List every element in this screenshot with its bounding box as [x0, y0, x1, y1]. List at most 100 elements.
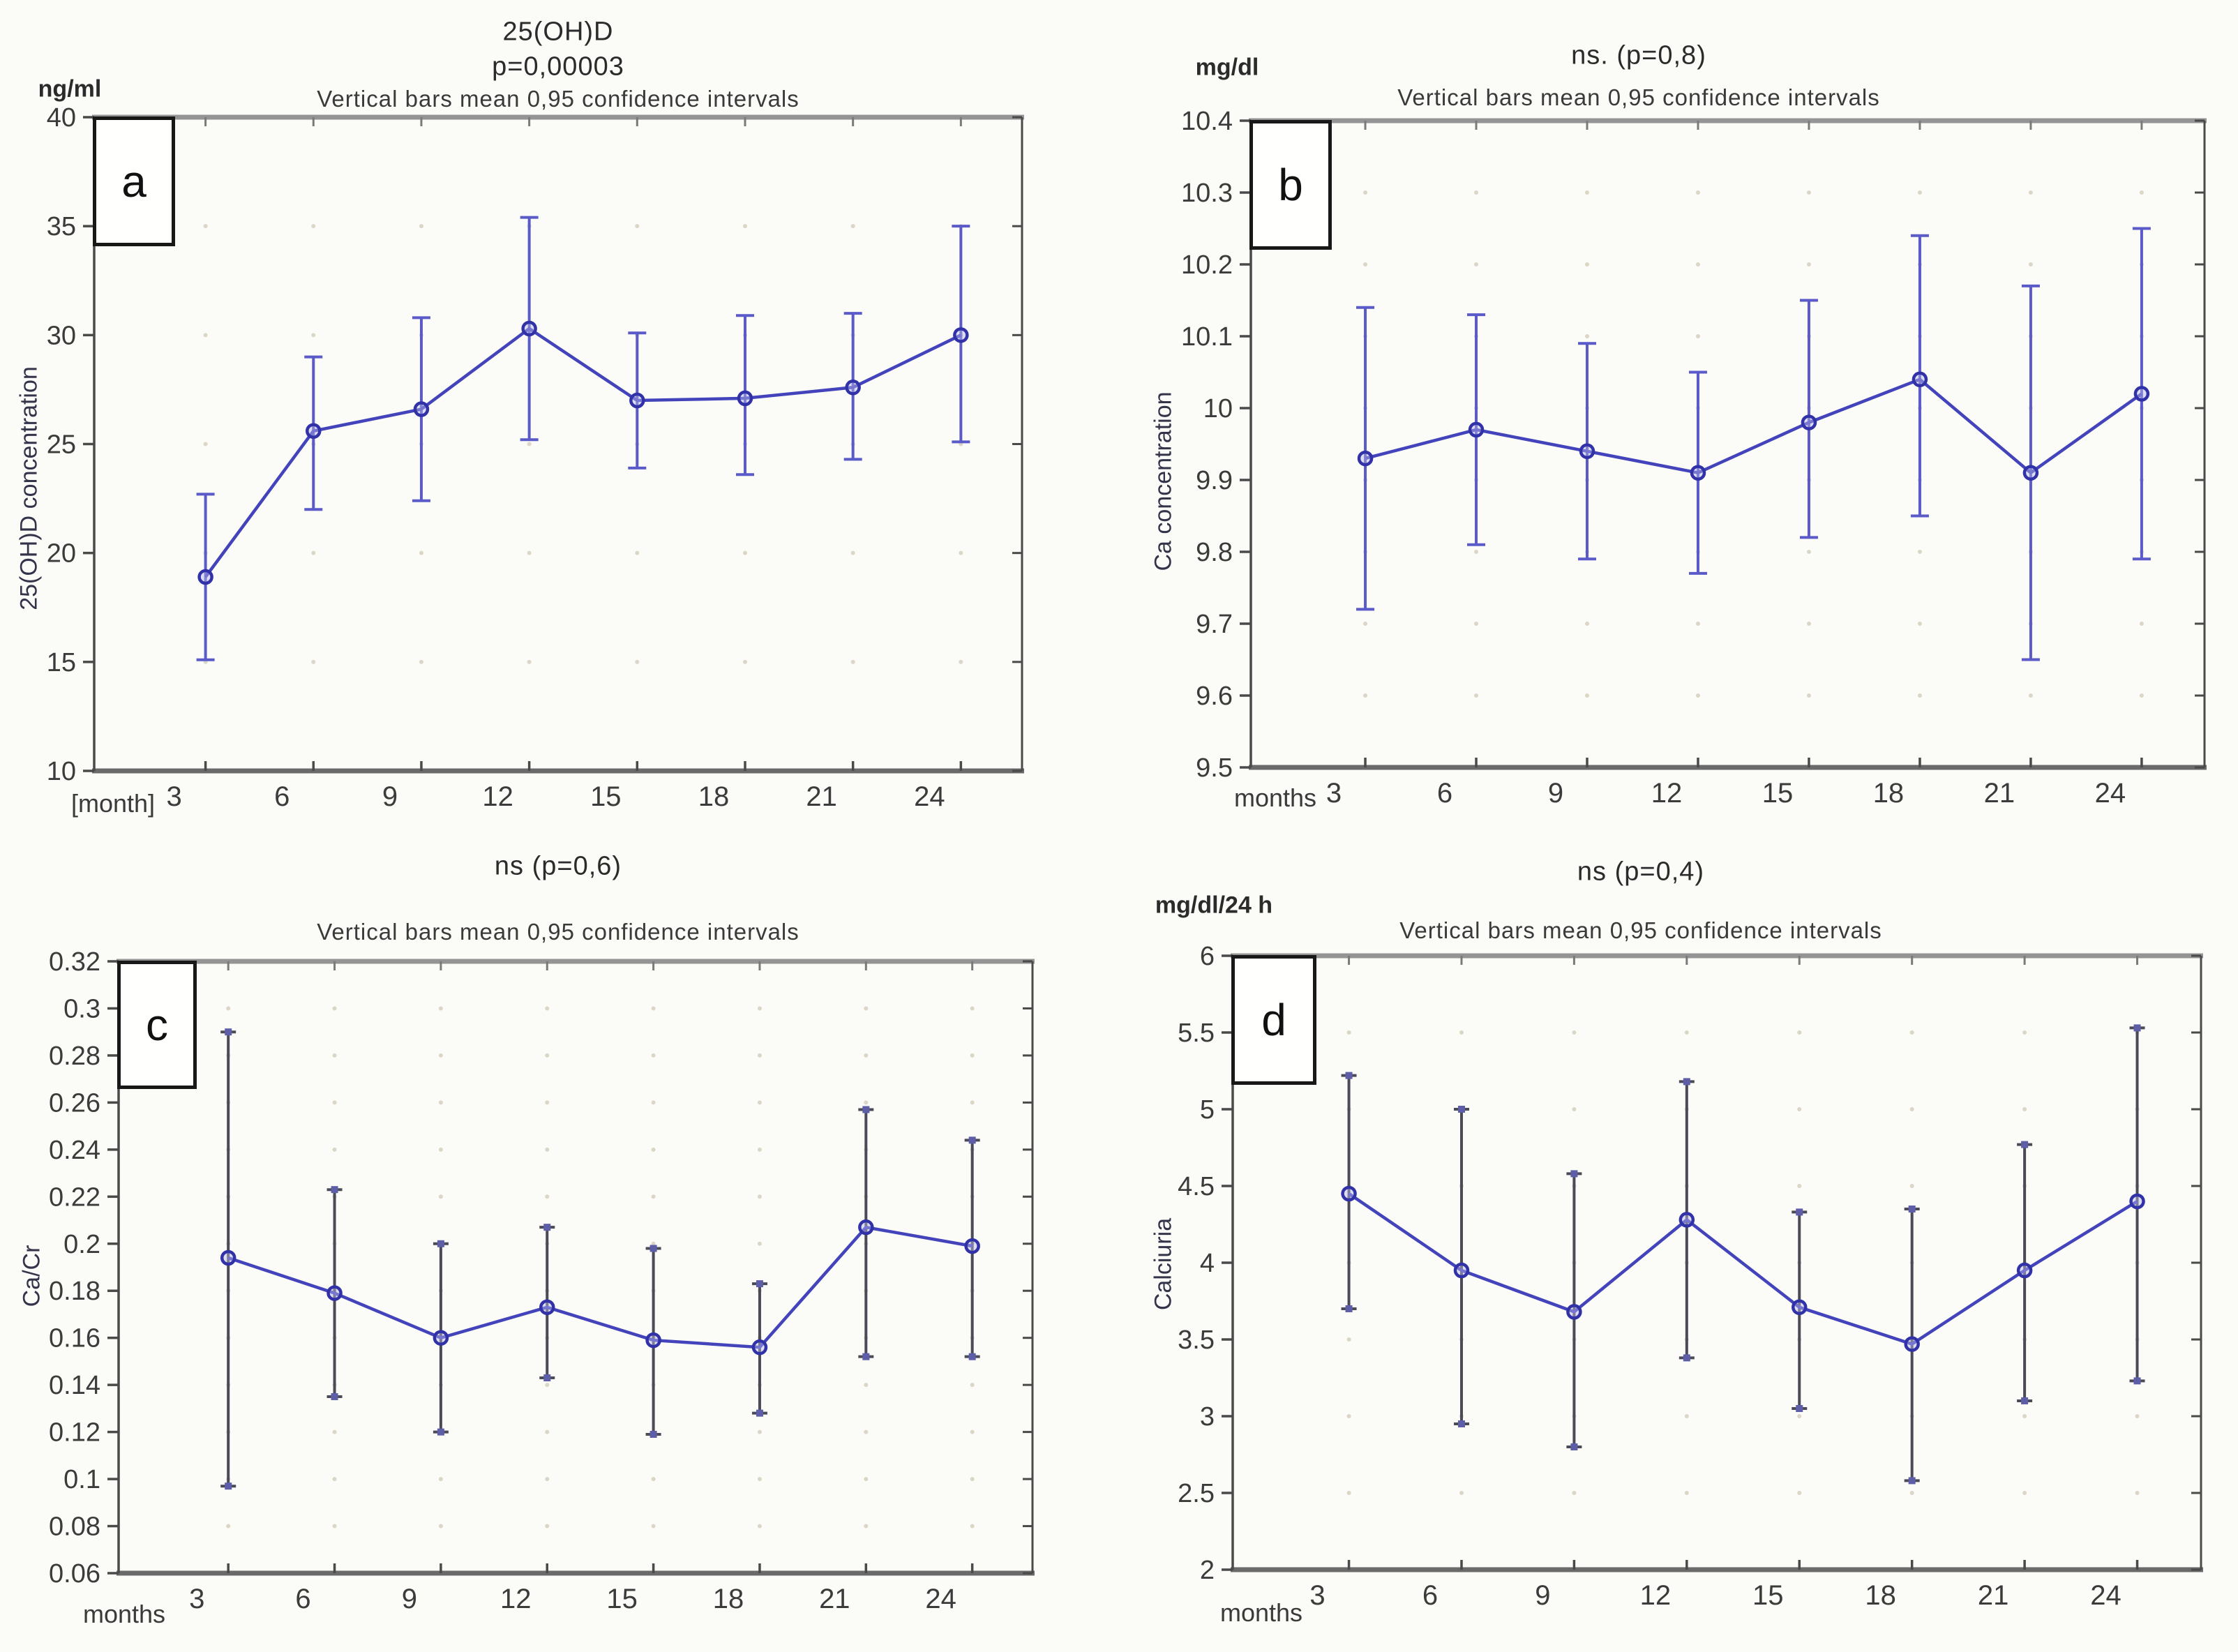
y-tick-label: 9.7 [1196, 610, 1233, 639]
y-tick-label: 2.5 [1178, 1479, 1215, 1508]
y-tick-label: 10 [1203, 394, 1233, 423]
axis-ticks: 6 5.5 5 4.5 4 3.5 3 2.5 2 3 6 9 12 15 18 21 24 [1178, 942, 2201, 1611]
mean-point-markers [220, 1219, 980, 1356]
y-tick-label: 10.4 [1181, 107, 1233, 136]
x-tick-label: 18 [698, 781, 730, 812]
y-axis-label: 25(OH)D concentration [15, 366, 43, 610]
grid-dots [203, 224, 963, 664]
y-tick-label: 10.2 [1181, 250, 1233, 280]
y-tick-label: 0.1 [63, 1465, 100, 1494]
y-tick-label: 0.26 [49, 1088, 100, 1118]
y-tick-label: 5 [1200, 1095, 1215, 1125]
y-tick-label: 20 [47, 539, 76, 569]
panel-b: 10.4 10.3 10.2 10.1 10 9.9 9.8 9.7 9.6 9.5 3 6 9 12 15… [1119, 0, 2238, 826]
panel-a: 40 35 30 25 20 15 10 3 6 9 12 15 18 21 24 25(OH)D p=0,… [0, 0, 1119, 826]
y-tick-label: 0.14 [49, 1371, 100, 1400]
mean-series-line [1348, 1192, 2138, 1346]
x-tick-label: 15 [1752, 1580, 1784, 1611]
x-tick-label: 18 [1865, 1580, 1896, 1611]
y-tick-label: 0.2 [63, 1230, 100, 1259]
x-tick-label: 3 [189, 1584, 204, 1614]
y-tick-label: 0.08 [49, 1512, 100, 1542]
y-tick-label: 2 [1200, 1556, 1215, 1585]
panel-letter-box: d [1231, 955, 1316, 1085]
x-tick-label: 24 [925, 1584, 956, 1614]
confidence-interval-bars [220, 1028, 980, 1490]
y-tick-label: 10.1 [1181, 322, 1233, 352]
panel-letter: b [1278, 160, 1303, 210]
y-axis-label: Ca concentration [1150, 391, 1177, 571]
plot-frame [1249, 118, 2207, 770]
x-tick-label: 24 [914, 781, 945, 812]
y-tick-label: 0.24 [49, 1136, 100, 1165]
x-axis-label: months [1233, 783, 1317, 812]
y-axis-unit-label: mg/dl [1195, 54, 1259, 81]
y-axis-label: Ca/Cr [18, 1245, 45, 1307]
mean-point-markers [197, 320, 969, 585]
x-tick-label: 3 [1326, 778, 1342, 809]
y-tick-label: 3.5 [1178, 1326, 1215, 1355]
axis-ticks: 40 35 30 25 20 15 10 3 6 9 12 15 18 21 24 [47, 103, 1022, 812]
panel-subtitle: Vertical bars mean 0,95 confidence inter… [1397, 84, 1880, 110]
y-tick-label: 10.3 [1181, 179, 1233, 208]
y-tick-label: 15 [47, 648, 76, 677]
panel-d-plot: 6 5.5 5 4.5 4 3.5 3 2.5 2 3 6 9 12 15 18 21 24 [1178, 942, 2203, 1611]
panel-d: 6 5.5 5 4.5 4 3.5 3 2.5 2 3 6 9 12 15 18 21 24 ns (p=0,4… [1119, 826, 2238, 1652]
panel-title: ns (p=0,4) [1577, 857, 1705, 887]
x-tick-label: 15 [606, 1584, 638, 1614]
x-tick-label: 21 [819, 1584, 850, 1614]
y-axis-unit-label: mg/dl/24 h [1155, 892, 1273, 919]
panel-letter-box: b [1249, 120, 1332, 250]
mean-series-line [204, 326, 962, 578]
x-axis-label: months [1219, 1598, 1303, 1627]
y-tick-label: 9.5 [1196, 753, 1233, 783]
axis-ticks: 10.4 10.3 10.2 10.1 10 9.9 9.8 9.7 9.6 9.5 3 6 9 12 15… [1181, 107, 2205, 809]
x-tick-label: 21 [1984, 778, 2015, 809]
y-tick-label: 35 [47, 212, 76, 241]
y-tick-label: 9.8 [1196, 538, 1233, 567]
x-tick-label: 6 [1422, 1580, 1438, 1611]
x-axis-label: months [82, 1600, 166, 1628]
mean-series-line [227, 1225, 973, 1349]
panel-letter: a [121, 156, 147, 206]
panel-subtitle: Vertical bars mean 0,95 confidence inter… [317, 86, 799, 112]
panel-letter-box: c [117, 961, 197, 1089]
x-tick-label: 21 [1978, 1580, 2009, 1611]
x-tick-label: 9 [1535, 1580, 1550, 1611]
panel-letter-box: a [93, 117, 175, 246]
x-tick-label: 24 [2090, 1580, 2121, 1611]
y-tick-label: 4.5 [1178, 1172, 1215, 1201]
y-tick-label: 0.16 [49, 1324, 100, 1353]
panel-title: ns. (p=0,8) [1571, 40, 1706, 70]
x-tick-label: 9 [1548, 778, 1563, 809]
y-tick-label: 0.18 [49, 1277, 100, 1306]
y-tick-label: 9.6 [1196, 682, 1233, 711]
y-tick-label: 0.22 [49, 1182, 100, 1212]
panel-subtitle: Vertical bars mean 0,95 confidence inter… [1399, 917, 1882, 943]
plot-frame [1231, 953, 2203, 1572]
x-tick-label: 9 [382, 781, 398, 812]
y-tick-label: 6 [1200, 942, 1215, 971]
x-tick-label: 6 [295, 1584, 310, 1614]
y-tick-label: 4 [1200, 1249, 1215, 1278]
panel-letter: d [1261, 995, 1286, 1045]
x-tick-label: 24 [2095, 778, 2126, 809]
confidence-interval-bars [1356, 227, 2151, 661]
x-axis-label: [month] [70, 789, 156, 818]
y-tick-label: 0.32 [49, 947, 100, 977]
axis-ticks: 0.320.30.280.260.240.220.20.180.160.140.… [49, 947, 1032, 1614]
y-tick-label: 9.9 [1196, 466, 1233, 495]
x-tick-label: 3 [166, 781, 181, 812]
p-value-text: p=0,00003 [492, 52, 624, 82]
mean-point-markers [1357, 371, 2150, 481]
x-tick-label: 12 [482, 781, 513, 812]
x-tick-label: 18 [713, 1584, 744, 1614]
y-tick-label: 5.5 [1178, 1019, 1215, 1048]
y-tick-label: 40 [47, 103, 76, 133]
panel-a-plot: 40 35 30 25 20 15 10 3 6 9 12 15 18 21 24 [47, 103, 1024, 812]
grid-dots [226, 1006, 975, 1529]
x-tick-label: 12 [1640, 1580, 1672, 1611]
x-tick-label: 6 [1437, 778, 1452, 809]
panel-letter: c [146, 1000, 168, 1050]
